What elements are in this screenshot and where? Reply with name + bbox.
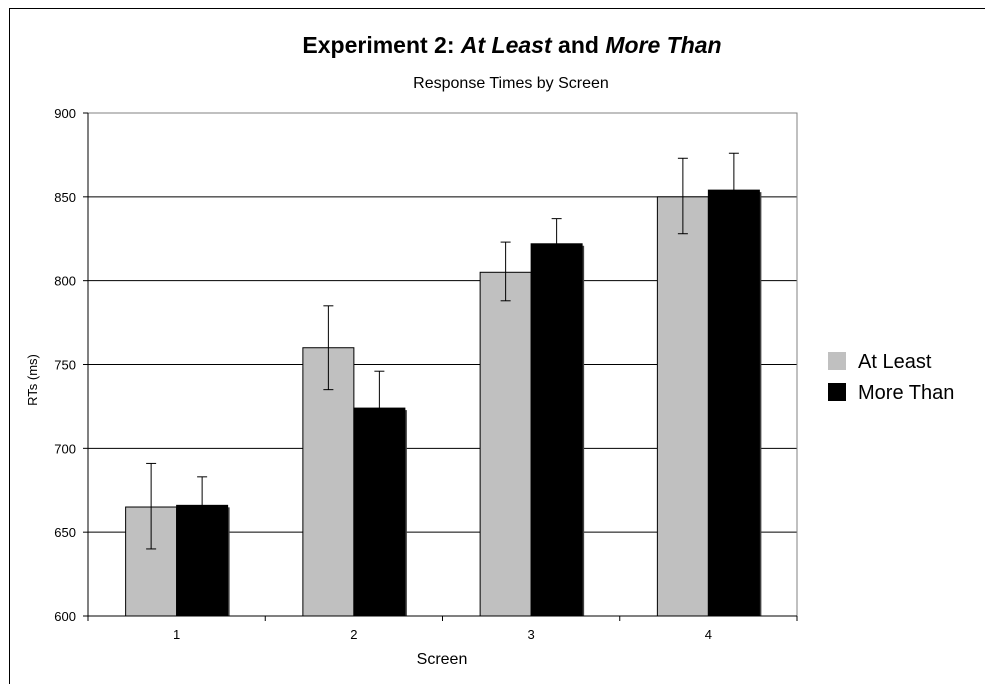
legend-label: More Than (858, 382, 954, 404)
y-tick-label: 600 (54, 609, 76, 624)
chart-subtitle: Response Times by Screen (413, 75, 609, 92)
x-tick-label: 1 (173, 627, 180, 642)
axes (83, 112, 798, 621)
bars (125, 189, 762, 617)
bar (656, 196, 709, 617)
tick-labels: 600 650 700 750 800 850 900 1 2 3 4 (54, 106, 712, 642)
x-tick-label: 4 (705, 627, 712, 642)
chart-title-part: More Than (605, 32, 721, 58)
x-tick-label: 2 (350, 627, 357, 642)
bar (707, 189, 760, 617)
x-axis-label: Screen (417, 651, 468, 668)
y-tick-label: 900 (54, 106, 76, 121)
chart-frame (9, 8, 985, 684)
x-tick-label: 3 (528, 627, 535, 642)
y-tick-label: 700 (54, 441, 76, 456)
legend-label: At Least (858, 351, 932, 373)
bar (302, 347, 355, 617)
y-tick-label: 850 (54, 190, 76, 205)
error-bars (146, 152, 739, 550)
chart-title-part: and (552, 32, 606, 58)
chart-title: Experiment 2: At Least and More Than (302, 32, 721, 58)
legend-swatch (828, 383, 846, 401)
legend-swatch (828, 352, 846, 370)
bar (479, 271, 532, 617)
bar (530, 243, 583, 617)
y-tick-label: 800 (54, 274, 76, 289)
y-tick-label: 650 (54, 525, 76, 540)
y-tick-label: 750 (54, 358, 76, 373)
chart-title-part: At Least (460, 32, 553, 58)
y-axis-label: RTs (ms) (25, 354, 40, 406)
chart-title-part: Experiment 2: (302, 32, 461, 58)
legend: At Least More Than (828, 351, 954, 404)
